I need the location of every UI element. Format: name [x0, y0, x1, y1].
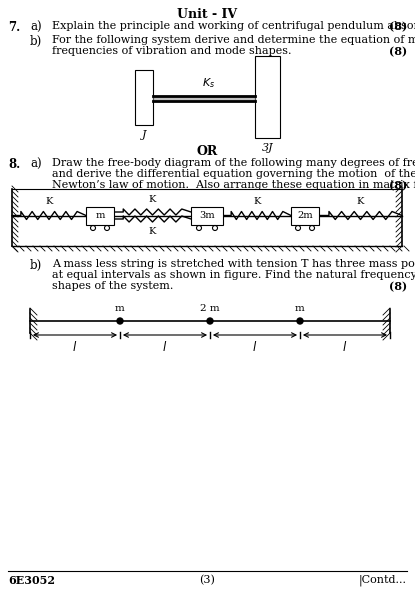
- Text: K: K: [149, 196, 156, 204]
- Text: (3): (3): [199, 575, 215, 585]
- Text: 2 m: 2 m: [200, 304, 220, 313]
- Text: K: K: [357, 197, 364, 206]
- Text: m: m: [95, 211, 105, 220]
- Circle shape: [207, 318, 213, 324]
- Text: m: m: [115, 304, 125, 313]
- Text: 2m: 2m: [297, 211, 313, 220]
- Text: 8.: 8.: [8, 158, 20, 171]
- Text: |Contd...: |Contd...: [359, 575, 407, 586]
- Bar: [191, 206, 223, 225]
- Text: a): a): [30, 21, 42, 34]
- Text: J: J: [142, 130, 146, 140]
- Text: K: K: [149, 226, 156, 235]
- Text: frequencies of vibration and mode shapes.: frequencies of vibration and mode shapes…: [52, 46, 291, 56]
- Text: Draw the free-body diagram of the following many degrees of freedom system: Draw the free-body diagram of the follow…: [52, 158, 415, 168]
- Text: Explain the principle and working of centrifugal pendulum absorber.: Explain the principle and working of cen…: [52, 21, 415, 31]
- Text: m: m: [295, 304, 305, 313]
- Text: For the following system derive and determine the equation of motion, natural: For the following system derive and dete…: [52, 35, 415, 45]
- Bar: [255, 56, 280, 138]
- Bar: [86, 206, 114, 225]
- Text: K: K: [253, 197, 261, 206]
- Text: and derive the differential equation governing the motion  of the system using: and derive the differential equation gov…: [52, 169, 415, 179]
- Text: b): b): [30, 259, 42, 272]
- Text: 7.: 7.: [8, 21, 20, 34]
- Text: OR: OR: [196, 145, 217, 158]
- Text: (8): (8): [389, 46, 407, 57]
- Text: $l$: $l$: [342, 340, 348, 354]
- Text: 6E3052: 6E3052: [8, 575, 55, 586]
- Text: Unit - IV: Unit - IV: [177, 8, 237, 21]
- Text: (8): (8): [389, 21, 407, 32]
- Text: 3m: 3m: [199, 211, 215, 220]
- Text: A mass less string is stretched with tension T has three mass points attached: A mass less string is stretched with ten…: [52, 259, 415, 269]
- Text: $l$: $l$: [162, 340, 168, 354]
- Bar: [135, 70, 153, 125]
- Circle shape: [117, 318, 123, 324]
- Text: shapes of the system.: shapes of the system.: [52, 281, 173, 291]
- Text: at equal intervals as shown in figure. Find the natural frequency and mode: at equal intervals as shown in figure. F…: [52, 270, 415, 280]
- Text: b): b): [30, 35, 42, 48]
- Bar: [291, 206, 319, 225]
- Text: (8): (8): [389, 281, 407, 292]
- Text: $K_s$: $K_s$: [203, 76, 215, 90]
- Text: a): a): [30, 158, 42, 171]
- Text: (8): (8): [389, 180, 407, 191]
- Text: $l$: $l$: [252, 340, 258, 354]
- Text: $l$: $l$: [72, 340, 78, 354]
- Text: K: K: [45, 197, 53, 206]
- Text: Newton’s law of motion.  Also arrange these equation in matrix form.: Newton’s law of motion. Also arrange the…: [52, 180, 415, 190]
- Text: 3J: 3J: [262, 143, 273, 153]
- Circle shape: [297, 318, 303, 324]
